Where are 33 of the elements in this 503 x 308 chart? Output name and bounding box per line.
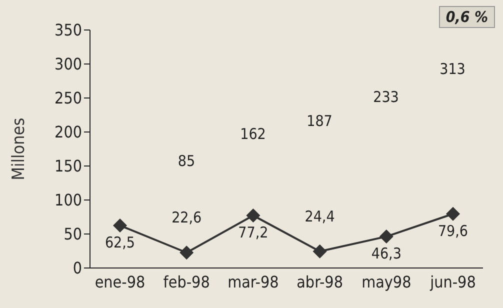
data-label: 79,6: [438, 222, 468, 240]
x-tick-label: feb-98: [163, 272, 210, 292]
y-tick-label: 150: [54, 156, 82, 176]
annotation: 313: [438, 60, 466, 78]
text: 0,6 %: [438, 6, 495, 28]
x-tick-label: ene-98: [94, 272, 146, 292]
data-label: 46,3: [371, 244, 402, 263]
x-tick-label: jun-98: [429, 272, 476, 292]
point: [312, 244, 327, 258]
data-label: 62,5: [104, 234, 136, 252]
data-label: 24,4: [304, 207, 335, 226]
y-axis-title: Millones: [9, 118, 30, 180]
point: [446, 206, 460, 221]
point: [180, 246, 194, 260]
x-tick-label: may98: [362, 272, 412, 292]
annotation: 162: [239, 125, 267, 143]
annotation: 233: [372, 88, 400, 106]
y-tick-label: 100: [54, 190, 82, 210]
annotation: 85: [176, 152, 196, 170]
data-label: 77,2: [238, 224, 268, 242]
point: [246, 208, 260, 223]
y-tick-label: 300: [54, 54, 82, 74]
y-tick-label: 0: [72, 258, 82, 278]
y-tick-label: 200: [54, 122, 82, 142]
y-tick-label: 250: [54, 88, 82, 108]
y-tick-label: 50: [64, 224, 82, 244]
x-tick-label: mar-98: [228, 272, 279, 292]
point: [113, 218, 127, 232]
point: [379, 230, 394, 244]
annotation: 187: [306, 112, 334, 130]
x-tick-label: abr-98: [296, 272, 343, 292]
data-label: 22,6: [172, 208, 202, 227]
y-tick-label: 350: [54, 20, 82, 40]
